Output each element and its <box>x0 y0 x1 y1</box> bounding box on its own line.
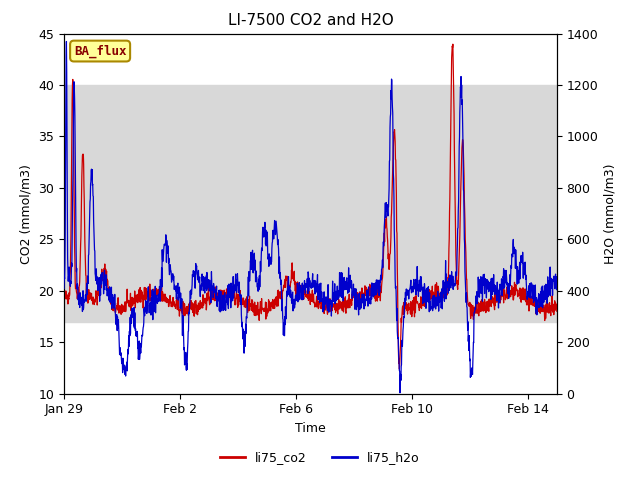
Title: LI-7500 CO2 and H2O: LI-7500 CO2 and H2O <box>228 13 393 28</box>
Legend: li75_co2, li75_h2o: li75_co2, li75_h2o <box>215 446 425 469</box>
Y-axis label: H2O (mmol/m3): H2O (mmol/m3) <box>604 163 617 264</box>
Bar <box>64 85 557 322</box>
Y-axis label: CO2 (mmol/m3): CO2 (mmol/m3) <box>20 164 33 264</box>
X-axis label: Time: Time <box>295 422 326 435</box>
Text: BA_flux: BA_flux <box>74 44 126 58</box>
